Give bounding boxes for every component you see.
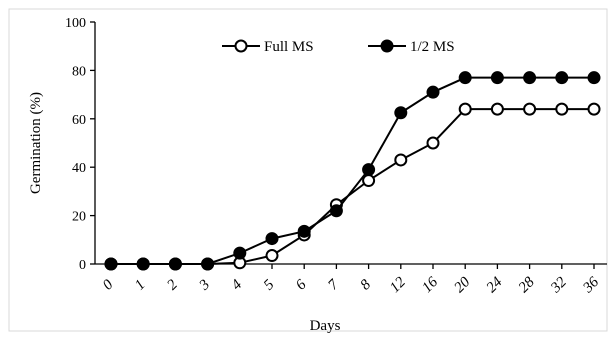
series-full-ms: [104, 102, 601, 271]
x-axis-title: Days: [310, 318, 341, 334]
x-tick-label: 8: [357, 277, 374, 294]
x-tick-label: 0: [100, 277, 117, 294]
data-point-1-2-ms: [490, 71, 504, 85]
legend-item-full-ms: Full MS: [222, 39, 314, 55]
legend-label-half-ms: 1/2 MS: [410, 39, 455, 55]
legend-label-full-ms: Full MS: [264, 39, 314, 55]
data-point-full-ms: [523, 102, 537, 116]
data-point-1-2-ms: [523, 71, 537, 85]
data-point-full-ms: [555, 102, 569, 116]
x-tick-label: 6: [293, 277, 310, 294]
data-point-full-ms: [426, 136, 440, 150]
data-point-full-ms: [362, 174, 376, 188]
x-tick-label: 3: [196, 277, 213, 294]
data-point-1-2-ms: [329, 204, 343, 218]
y-tick-label: 100: [65, 16, 86, 31]
data-point-1-2-ms: [168, 257, 182, 271]
series-layer: [104, 71, 601, 271]
y-tick-label: 60: [72, 113, 86, 128]
legend-marker-half-ms: [380, 39, 394, 53]
y-axis-title: Germination (%): [28, 92, 44, 194]
data-point-1-2-ms: [201, 257, 215, 271]
series-line-1-2-ms: [111, 76, 594, 265]
data-point-1-2-ms: [362, 163, 376, 177]
y-tick-label: 20: [72, 210, 86, 225]
data-point-full-ms: [458, 102, 472, 116]
data-point-1-2-ms: [297, 224, 311, 238]
x-tick-label: 36: [580, 274, 603, 297]
data-point-1-2-ms: [458, 71, 472, 85]
x-tick-label: 16: [419, 274, 441, 296]
y-tick-label: 0: [79, 258, 86, 273]
x-tick-label: 4: [229, 277, 246, 294]
x-tick-label: 12: [387, 274, 409, 296]
y-tick-label: 80: [72, 64, 86, 79]
y-ticks: 0 20 40 60 80 100: [65, 16, 95, 273]
x-tick-label: 7: [325, 276, 343, 294]
data-point-1-2-ms: [426, 85, 440, 99]
series-line-full-ms: [111, 108, 594, 265]
legend: Full MS 1/2 MS: [222, 39, 455, 55]
y-tick-label: 40: [72, 161, 86, 176]
data-point-full-ms: [587, 102, 601, 116]
x-tick-label: 24: [484, 274, 506, 296]
x-tick-label: 20: [451, 274, 473, 296]
x-tick-label: 32: [547, 274, 570, 297]
data-point-1-2-ms: [136, 257, 150, 271]
x-tick-label: 1: [132, 277, 149, 294]
data-point-full-ms: [265, 249, 279, 263]
data-point-1-2-ms: [394, 106, 408, 120]
x-tick-label: 2: [164, 277, 181, 294]
x-tick-label: 5: [261, 277, 278, 294]
plot-frame: [8, 8, 608, 332]
legend-marker-full-ms: [234, 39, 248, 53]
data-point-full-ms: [490, 102, 504, 116]
data-point-1-2-ms: [265, 232, 279, 246]
data-point-1-2-ms: [233, 246, 247, 260]
data-point-1-2-ms: [587, 71, 601, 85]
x-tick-label: 28: [516, 274, 538, 296]
data-point-1-2-ms: [555, 71, 569, 85]
series-1-2-ms: [104, 71, 601, 271]
legend-item-half-ms: 1/2 MS: [368, 39, 455, 55]
data-point-1-2-ms: [104, 257, 118, 271]
data-point-full-ms: [394, 153, 408, 167]
